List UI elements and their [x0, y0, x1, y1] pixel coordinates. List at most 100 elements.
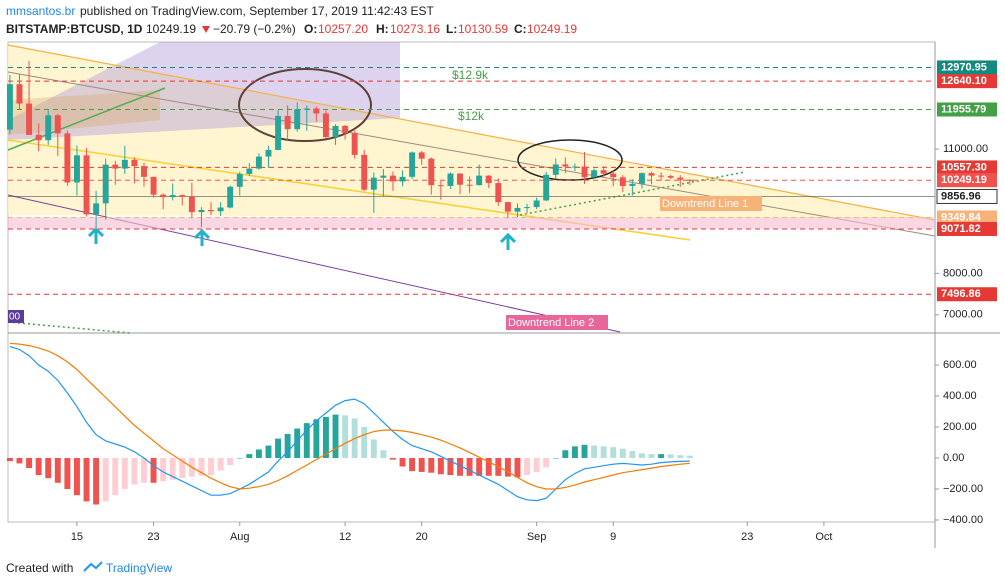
- histogram-bar: [361, 426, 368, 458]
- histogram-bar: [141, 457, 147, 483]
- candle-body: [658, 175, 665, 177]
- level-label: 11955.79: [941, 103, 986, 115]
- close: 10249.19: [527, 22, 577, 36]
- y-tick-label: 0.00: [943, 452, 964, 464]
- histogram-bar: [686, 455, 693, 458]
- candle-body: [284, 115, 291, 130]
- level-label-box: [937, 160, 997, 175]
- trend-line: [7, 87, 166, 151]
- low: 10130.59: [458, 22, 508, 36]
- candle-body: [236, 173, 243, 187]
- histogram-bar: [370, 439, 377, 458]
- level-label: 12970.95: [941, 61, 987, 73]
- candle-body: [342, 125, 349, 133]
- candle-body: [246, 168, 253, 174]
- histogram-bar: [246, 454, 253, 458]
- histogram-bar: [322, 416, 329, 458]
- histogram-bar: [543, 457, 550, 468]
- candle-body: [208, 209, 214, 212]
- candle-body: [495, 183, 502, 203]
- histogram-bar: [64, 457, 71, 489]
- level-label: 9349.84: [941, 211, 982, 223]
- histogram-bar: [179, 457, 186, 479]
- candle-body: [476, 175, 483, 186]
- level-label-box: [937, 221, 997, 236]
- histogram-bar: [658, 454, 665, 458]
- x-tick-label: 12: [339, 531, 351, 543]
- histogram-bar: [428, 457, 435, 473]
- histogram-bar: [342, 415, 349, 458]
- candle-body: [418, 152, 425, 159]
- candle-body: [35, 134, 42, 141]
- annotation: $12k: [458, 109, 485, 123]
- candle-body: [543, 174, 550, 201]
- y-tick-label: 600.00: [943, 359, 977, 371]
- annotation: 00: [9, 312, 21, 323]
- candle-body: [428, 158, 435, 186]
- annotation: $12.9k: [452, 68, 489, 82]
- candle-body: [648, 173, 655, 176]
- y-tick-label: −200.00: [943, 483, 983, 495]
- candle-body: [533, 200, 540, 208]
- histogram-bar: [485, 457, 492, 476]
- histogram-bar: [54, 457, 61, 483]
- candle-body: [141, 166, 147, 177]
- histogram-bar: [677, 455, 684, 458]
- candle-body: [361, 154, 368, 190]
- level-label-box: [936, 188, 998, 204]
- histogram-bar: [150, 457, 157, 483]
- candle-body: [629, 183, 636, 186]
- close-key: C:: [514, 22, 527, 36]
- candle-body: [121, 159, 128, 169]
- candle-body: [26, 103, 33, 135]
- histogram-bar: [380, 450, 387, 458]
- candle-body: [524, 207, 531, 209]
- footer-text: Created with: [6, 561, 73, 575]
- candle-body: [313, 108, 320, 114]
- open-key: O:: [304, 22, 317, 36]
- candle-body: [677, 177, 684, 180]
- y-tick-label: 400.00: [943, 390, 977, 402]
- candle-body: [198, 209, 205, 213]
- macd-line: [9, 345, 690, 502]
- histogram-bar: [648, 454, 655, 458]
- candle-body: [160, 194, 167, 198]
- histogram-bar: [447, 457, 454, 476]
- candle-body: [351, 132, 358, 155]
- candle-body: [600, 170, 607, 174]
- histogram-bar: [466, 457, 473, 476]
- footer-brand: TradingView: [106, 561, 172, 575]
- histogram-bar: [638, 453, 645, 458]
- histogram-bar: [457, 457, 463, 476]
- histogram-bar: [476, 457, 483, 476]
- support-band: [8, 217, 935, 229]
- down-arrow: [202, 26, 210, 33]
- level-label: 7496.86: [941, 288, 981, 300]
- candle-body: [45, 115, 52, 141]
- histogram-bar: [418, 457, 425, 472]
- level-label: 10249.19: [941, 174, 987, 186]
- level-label-box: [937, 210, 997, 225]
- histogram-bar: [629, 451, 636, 458]
- y-tick-label: 11000.00: [943, 143, 988, 155]
- candle-body: [188, 196, 195, 213]
- candle-body: [16, 84, 23, 104]
- histogram-bar: [227, 457, 234, 465]
- candle-body: [73, 155, 80, 183]
- x-tick-label: 23: [147, 531, 159, 543]
- histogram-bar: [284, 433, 291, 458]
- candle-body: [485, 175, 492, 184]
- level-label: 9071.82: [941, 223, 981, 235]
- histogram-bar: [294, 428, 301, 458]
- histogram-bar: [437, 457, 444, 475]
- candle-body: [514, 207, 521, 212]
- histogram-bar: [409, 457, 416, 472]
- candle-body: [83, 155, 90, 215]
- level-label: 12640.10: [941, 75, 987, 87]
- histogram-bar: [552, 457, 559, 459]
- histogram-bar: [581, 444, 588, 458]
- histogram-bar: [93, 457, 100, 505]
- histogram-bar: [45, 457, 52, 479]
- label-box: [8, 310, 24, 323]
